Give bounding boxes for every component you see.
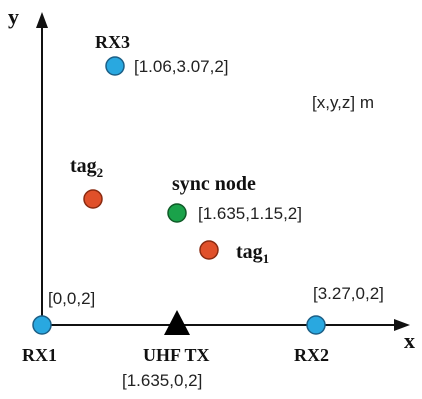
rx3-coords: [1.06,3.07,2] (134, 57, 229, 76)
tag2-label-text: tag (70, 155, 97, 177)
tag2-marker (83, 189, 103, 209)
sync-node-label: sync node (172, 173, 256, 195)
rx3-marker (105, 56, 125, 76)
x-axis-label: x (404, 328, 415, 353)
tag1-label: tag1 (236, 241, 269, 266)
uhf-tx-marker (164, 310, 190, 335)
rx1-label: RX1 (22, 345, 57, 365)
rx2-marker (306, 315, 326, 335)
x-axis-arrowhead (394, 319, 410, 331)
y-axis-arrowhead (36, 12, 48, 28)
uhf-tx-coords: [1.635,0,2] (122, 371, 202, 390)
tag1-label-text: tag (236, 241, 263, 263)
tag1-label-subscript: 1 (263, 251, 270, 266)
units-note: [x,y,z] m (312, 93, 374, 112)
sync-node-coords: [1.635,1.15,2] (198, 204, 302, 223)
rx1-marker (32, 315, 52, 335)
rx3-label: RX3 (95, 32, 130, 52)
rx1-coords: [0,0,2] (48, 289, 95, 308)
tag2-label: tag2 (70, 155, 103, 180)
tag2-label-subscript: 2 (97, 165, 104, 180)
tag1-marker (199, 240, 219, 260)
rx2-label: RX2 (294, 345, 329, 365)
y-axis-label: y (8, 4, 19, 29)
sync-node-marker (167, 203, 187, 223)
uhf-tx-label: UHF TX (143, 345, 210, 365)
rx2-coords: [3.27,0,2] (313, 284, 384, 303)
